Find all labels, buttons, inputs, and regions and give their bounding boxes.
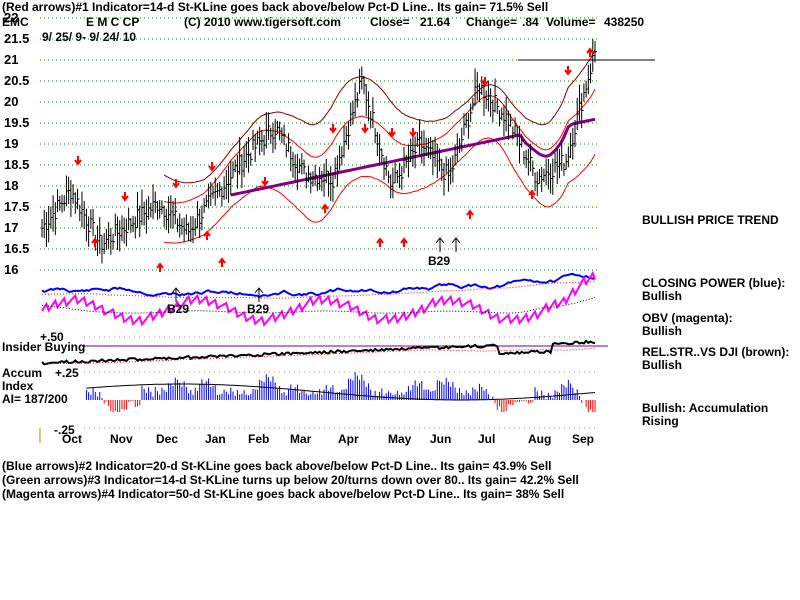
- y-tick-label: 17: [4, 220, 19, 235]
- b29-annotation: B29: [167, 302, 190, 316]
- y-tick-label: 19.5: [4, 115, 30, 130]
- closing-power-title: CLOSING POWER (blue):: [642, 276, 786, 290]
- x-tick-label: Jun: [430, 432, 452, 446]
- date-range: 9/ 25/ 9- 9/ 24/ 10: [42, 30, 137, 44]
- index-label: Index: [2, 379, 34, 393]
- y-tick-label: 21: [4, 52, 19, 67]
- indicator-3-line: (Green arrows)#3 Indicator=14-d St-KLine…: [2, 473, 579, 487]
- change-value: .84: [522, 15, 539, 29]
- plus50-label: +.50: [40, 330, 64, 344]
- rel-strength-title: REL.STR..VS DJI (brown):: [642, 345, 790, 359]
- close-value: 21.64: [420, 15, 451, 29]
- close-label: Close=: [370, 15, 410, 29]
- x-tick-label: Mar: [290, 432, 312, 446]
- copyright: (C) 2010 www.tigersoft.com: [184, 15, 341, 29]
- b29-annotation: B29: [247, 302, 270, 316]
- y-tick-label: 16.5: [4, 241, 30, 256]
- company-name: E M C CP: [86, 15, 140, 29]
- x-tick-label: May: [388, 432, 412, 446]
- change-label: Change=: [466, 15, 518, 29]
- x-tick-label: Jul: [478, 432, 496, 446]
- x-tick-label: Sep: [572, 432, 595, 446]
- x-tick-label: Oct: [62, 432, 83, 446]
- x-tick-label: Feb: [248, 432, 270, 446]
- indicator-1-line: (Red arrows)#1 Indicator=14-d St-KLine g…: [2, 0, 549, 14]
- indicator-4-line: (Magenta arrows)#4 Indicator=50-d St-KLi…: [2, 487, 565, 501]
- volume-label: Volume=: [546, 15, 596, 29]
- b29-annotation: B29: [428, 254, 451, 268]
- x-tick-label: Apr: [338, 432, 359, 446]
- x-tick-label: Aug: [528, 432, 552, 446]
- y-tick-label: 22: [4, 10, 19, 25]
- y-tick-label: 18: [4, 178, 19, 193]
- y-tick-label: 20.5: [4, 73, 30, 88]
- accumulation-note: Bullish: Accumulation Rising: [642, 401, 769, 428]
- y-tick-label: 21.5: [4, 31, 30, 46]
- obv-title: OBV (magenta):: [642, 311, 733, 325]
- rel-strength-value: Bullish: [642, 358, 683, 372]
- indicator-2-line: (Blue arrows)#2 Indicator=20-d St-KLine …: [2, 459, 552, 473]
- y-tick-label: 16: [4, 262, 19, 277]
- closing-power-value: Bullish: [642, 289, 683, 303]
- y-tick-label: 18.5: [4, 157, 30, 172]
- volume-value: 438250: [604, 15, 645, 29]
- x-tick-label: Jan: [205, 432, 226, 446]
- accum-label: Accum: [2, 366, 43, 380]
- trend-note: BULLISH PRICE TREND: [642, 213, 779, 227]
- x-tick-label: Dec: [156, 432, 179, 446]
- y-tick-label: 20: [4, 94, 19, 109]
- ai-label: AI= 187/200: [2, 392, 68, 406]
- y-tick-label: 17.5: [4, 199, 30, 214]
- y-tick-label: 19: [4, 136, 19, 151]
- minus25-label: -.25: [54, 423, 75, 437]
- x-tick-label: Nov: [110, 432, 133, 446]
- ticker: EMC: [2, 15, 29, 29]
- insider-buying-label: Insider Buying: [2, 340, 86, 354]
- obv-value: Bullish: [642, 324, 683, 338]
- plus25-label: +.25: [55, 366, 79, 380]
